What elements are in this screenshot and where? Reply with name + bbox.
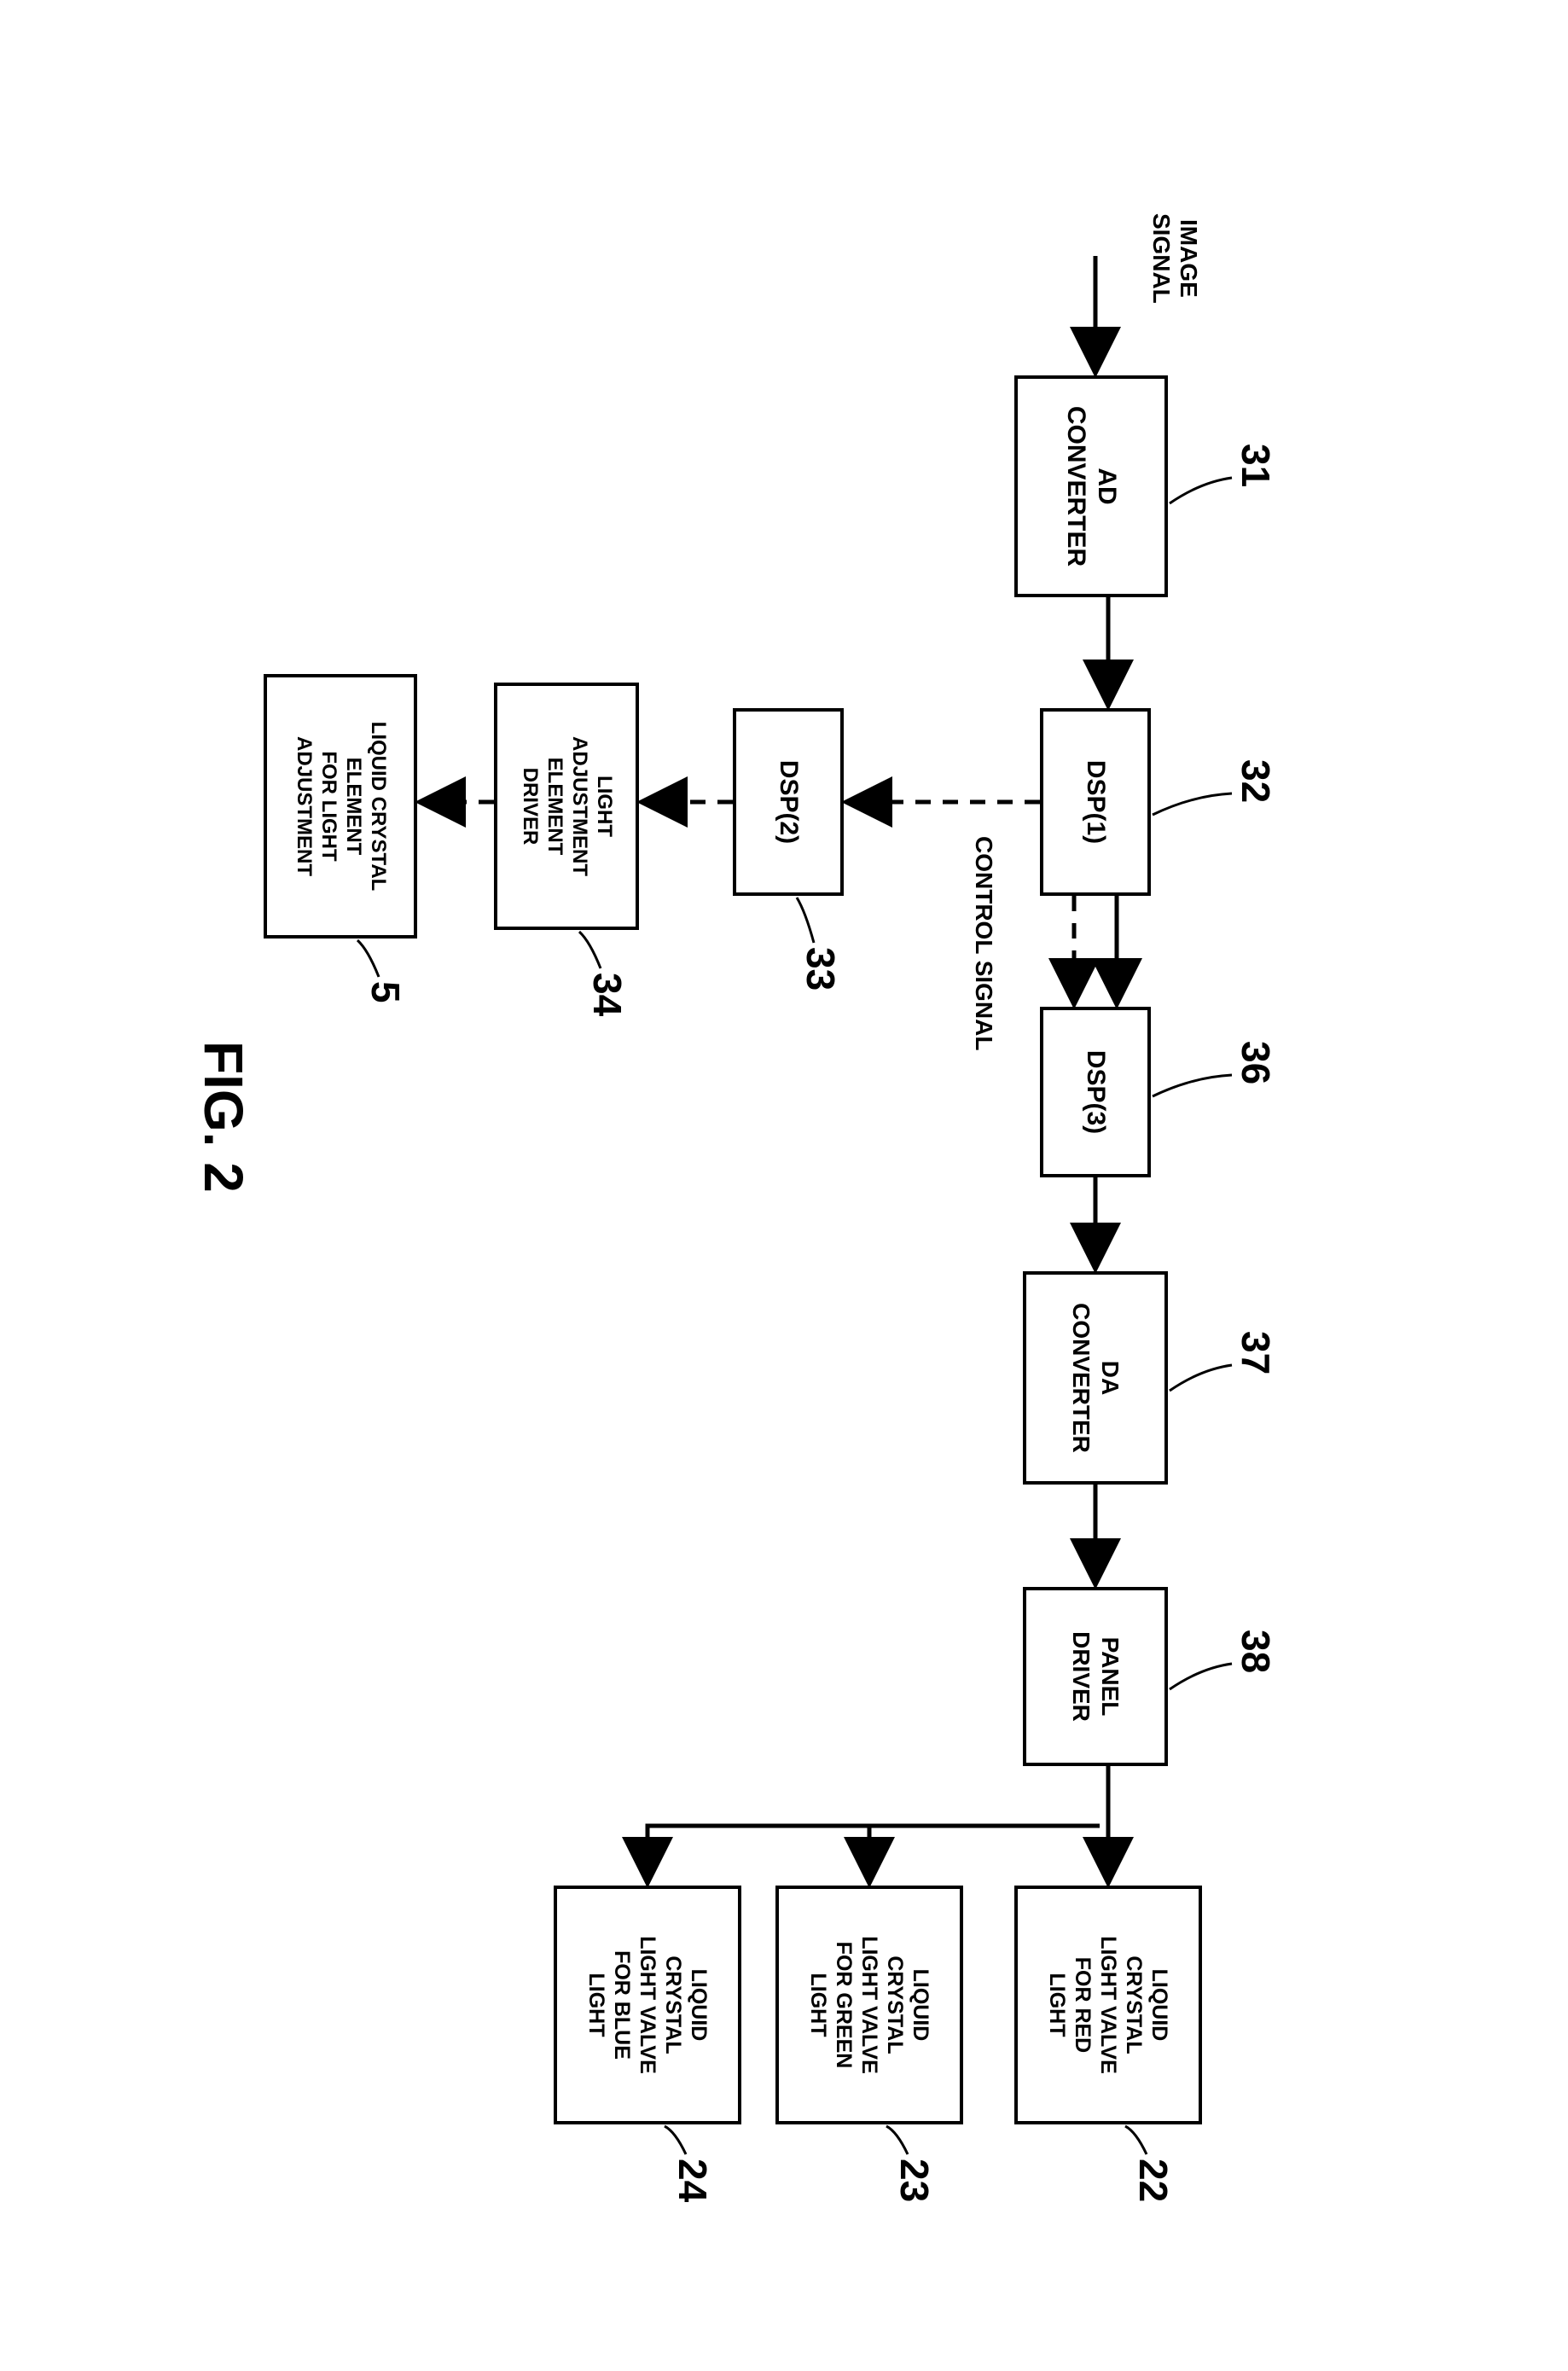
- ref-b38: 38: [1233, 1630, 1279, 1673]
- input-signal-label: IMAGESIGNAL: [1147, 213, 1202, 304]
- block-b37: DACONVERTER: [1023, 1271, 1168, 1485]
- block-b33: DSP(2): [733, 708, 844, 896]
- ref-b36: 36: [1233, 1041, 1279, 1084]
- block-b31: ADCONVERTER: [1014, 375, 1168, 597]
- figure-label: FIG. 2: [192, 1041, 255, 1193]
- block-b32: DSP(1): [1040, 708, 1151, 896]
- block-b34: LIGHTADJUSTMENTELEMENTDRIVER: [494, 683, 639, 930]
- diagram-root: ADCONVERTER 31 DSP(1) 32 DSP(3) 36 DACONVERTER…: [144, 162, 1424, 2210]
- ref-b34: 34: [584, 973, 630, 1016]
- ref-b22: 22: [1130, 2159, 1176, 2202]
- ref-b23: 23: [891, 2159, 938, 2202]
- ref-b37: 37: [1233, 1331, 1279, 1374]
- block-b24: LIQUIDCRYSTALLIGHT VALVEFOR BLUELIGHT: [554, 1886, 741, 2124]
- block-b36: DSP(3): [1040, 1007, 1151, 1177]
- block-b5: LIQUID CRYSTALELEMENTFOR LIGHTADJUSTMENT: [264, 674, 417, 939]
- ref-b33: 33: [798, 947, 844, 991]
- ref-b5: 5: [363, 981, 409, 1003]
- block-b22: LIQUIDCRYSTALLIGHT VALVEFOR REDLIGHT: [1014, 1886, 1202, 2124]
- ref-b31: 31: [1233, 444, 1279, 487]
- ref-b32: 32: [1233, 759, 1279, 803]
- control-signal-label: CONTROL SIGNAL: [970, 836, 997, 1050]
- ref-b24: 24: [670, 2159, 716, 2202]
- block-b23: LIQUIDCRYSTALLIGHT VALVEFOR GREENLIGHT: [775, 1886, 963, 2124]
- block-b38: PANELDRIVER: [1023, 1587, 1168, 1766]
